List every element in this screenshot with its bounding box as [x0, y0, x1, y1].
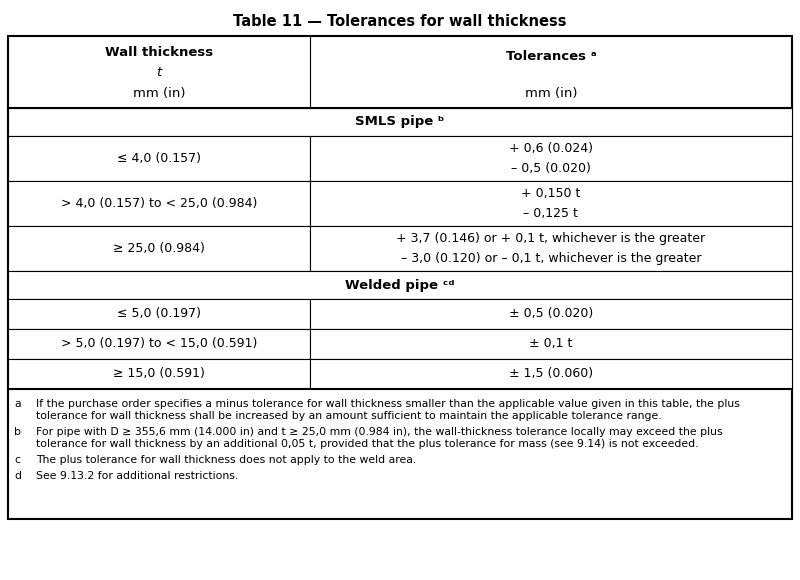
Text: b: b: [14, 427, 21, 437]
Text: SMLS pipe ᵇ: SMLS pipe ᵇ: [355, 115, 445, 129]
Bar: [310, 226, 792, 271]
Text: > 4,0 (0.157) to < 25,0 (0.984): > 4,0 (0.157) to < 25,0 (0.984): [61, 197, 257, 210]
Bar: [8, 389, 792, 519]
Text: – 0,125 t: – 0,125 t: [523, 208, 578, 220]
Text: d: d: [14, 471, 21, 481]
Text: If the purchase order specifies a minus tolerance for wall thickness smaller tha: If the purchase order specifies a minus …: [36, 399, 740, 420]
Text: Tolerances ᵃ: Tolerances ᵃ: [506, 49, 596, 63]
Text: – 3,0 (0.120) or – 0,1 t, whichever is the greater: – 3,0 (0.120) or – 0,1 t, whichever is t…: [401, 252, 701, 266]
Text: ± 0,1 t: ± 0,1 t: [530, 338, 573, 350]
Bar: [310, 136, 792, 181]
Text: t: t: [156, 67, 162, 79]
Bar: [8, 226, 310, 271]
Bar: [8, 299, 310, 329]
Text: ≥ 25,0 (0.984): ≥ 25,0 (0.984): [113, 242, 205, 255]
Text: > 5,0 (0.197) to < 15,0 (0.591): > 5,0 (0.197) to < 15,0 (0.591): [61, 338, 257, 350]
Bar: [8, 108, 792, 136]
Text: Wall thickness: Wall thickness: [105, 45, 213, 59]
Text: – 0,5 (0.020): – 0,5 (0.020): [511, 162, 591, 175]
Text: See 9.13.2 for additional restrictions.: See 9.13.2 for additional restrictions.: [36, 471, 238, 481]
Bar: [310, 329, 792, 359]
Text: a: a: [14, 399, 21, 409]
Text: + 0,150 t: + 0,150 t: [522, 187, 581, 200]
Text: For pipe with D ≥ 355,6 mm (14.000 in) and t ≥ 25,0 mm (0.984 in), the wall-thic: For pipe with D ≥ 355,6 mm (14.000 in) a…: [36, 427, 722, 448]
Bar: [310, 299, 792, 329]
Bar: [310, 359, 792, 389]
Text: Table 11 — Tolerances for wall thickness: Table 11 — Tolerances for wall thickness: [234, 14, 566, 30]
Bar: [8, 359, 310, 389]
Text: Welded pipe ᶜᵈ: Welded pipe ᶜᵈ: [346, 278, 454, 292]
Text: ± 0,5 (0.020): ± 0,5 (0.020): [509, 307, 593, 321]
Bar: [310, 181, 792, 226]
Text: ≤ 4,0 (0.157): ≤ 4,0 (0.157): [117, 152, 201, 165]
Text: ≥ 15,0 (0.591): ≥ 15,0 (0.591): [113, 368, 205, 380]
Text: ± 1,5 (0.060): ± 1,5 (0.060): [509, 368, 593, 380]
Text: ≤ 5,0 (0.197): ≤ 5,0 (0.197): [117, 307, 201, 321]
Text: + 0,6 (0.024): + 0,6 (0.024): [509, 142, 593, 155]
Bar: [8, 36, 792, 389]
Text: mm (in): mm (in): [133, 88, 185, 100]
Text: The plus tolerance for wall thickness does not apply to the weld area.: The plus tolerance for wall thickness do…: [36, 455, 416, 465]
Text: + 3,7 (0.146) or + 0,1 t, whichever is the greater: + 3,7 (0.146) or + 0,1 t, whichever is t…: [396, 231, 706, 245]
Bar: [8, 181, 310, 226]
Text: c: c: [14, 455, 20, 465]
Bar: [8, 329, 310, 359]
Bar: [8, 136, 310, 181]
Bar: [8, 271, 792, 299]
Text: mm (in): mm (in): [525, 88, 577, 100]
